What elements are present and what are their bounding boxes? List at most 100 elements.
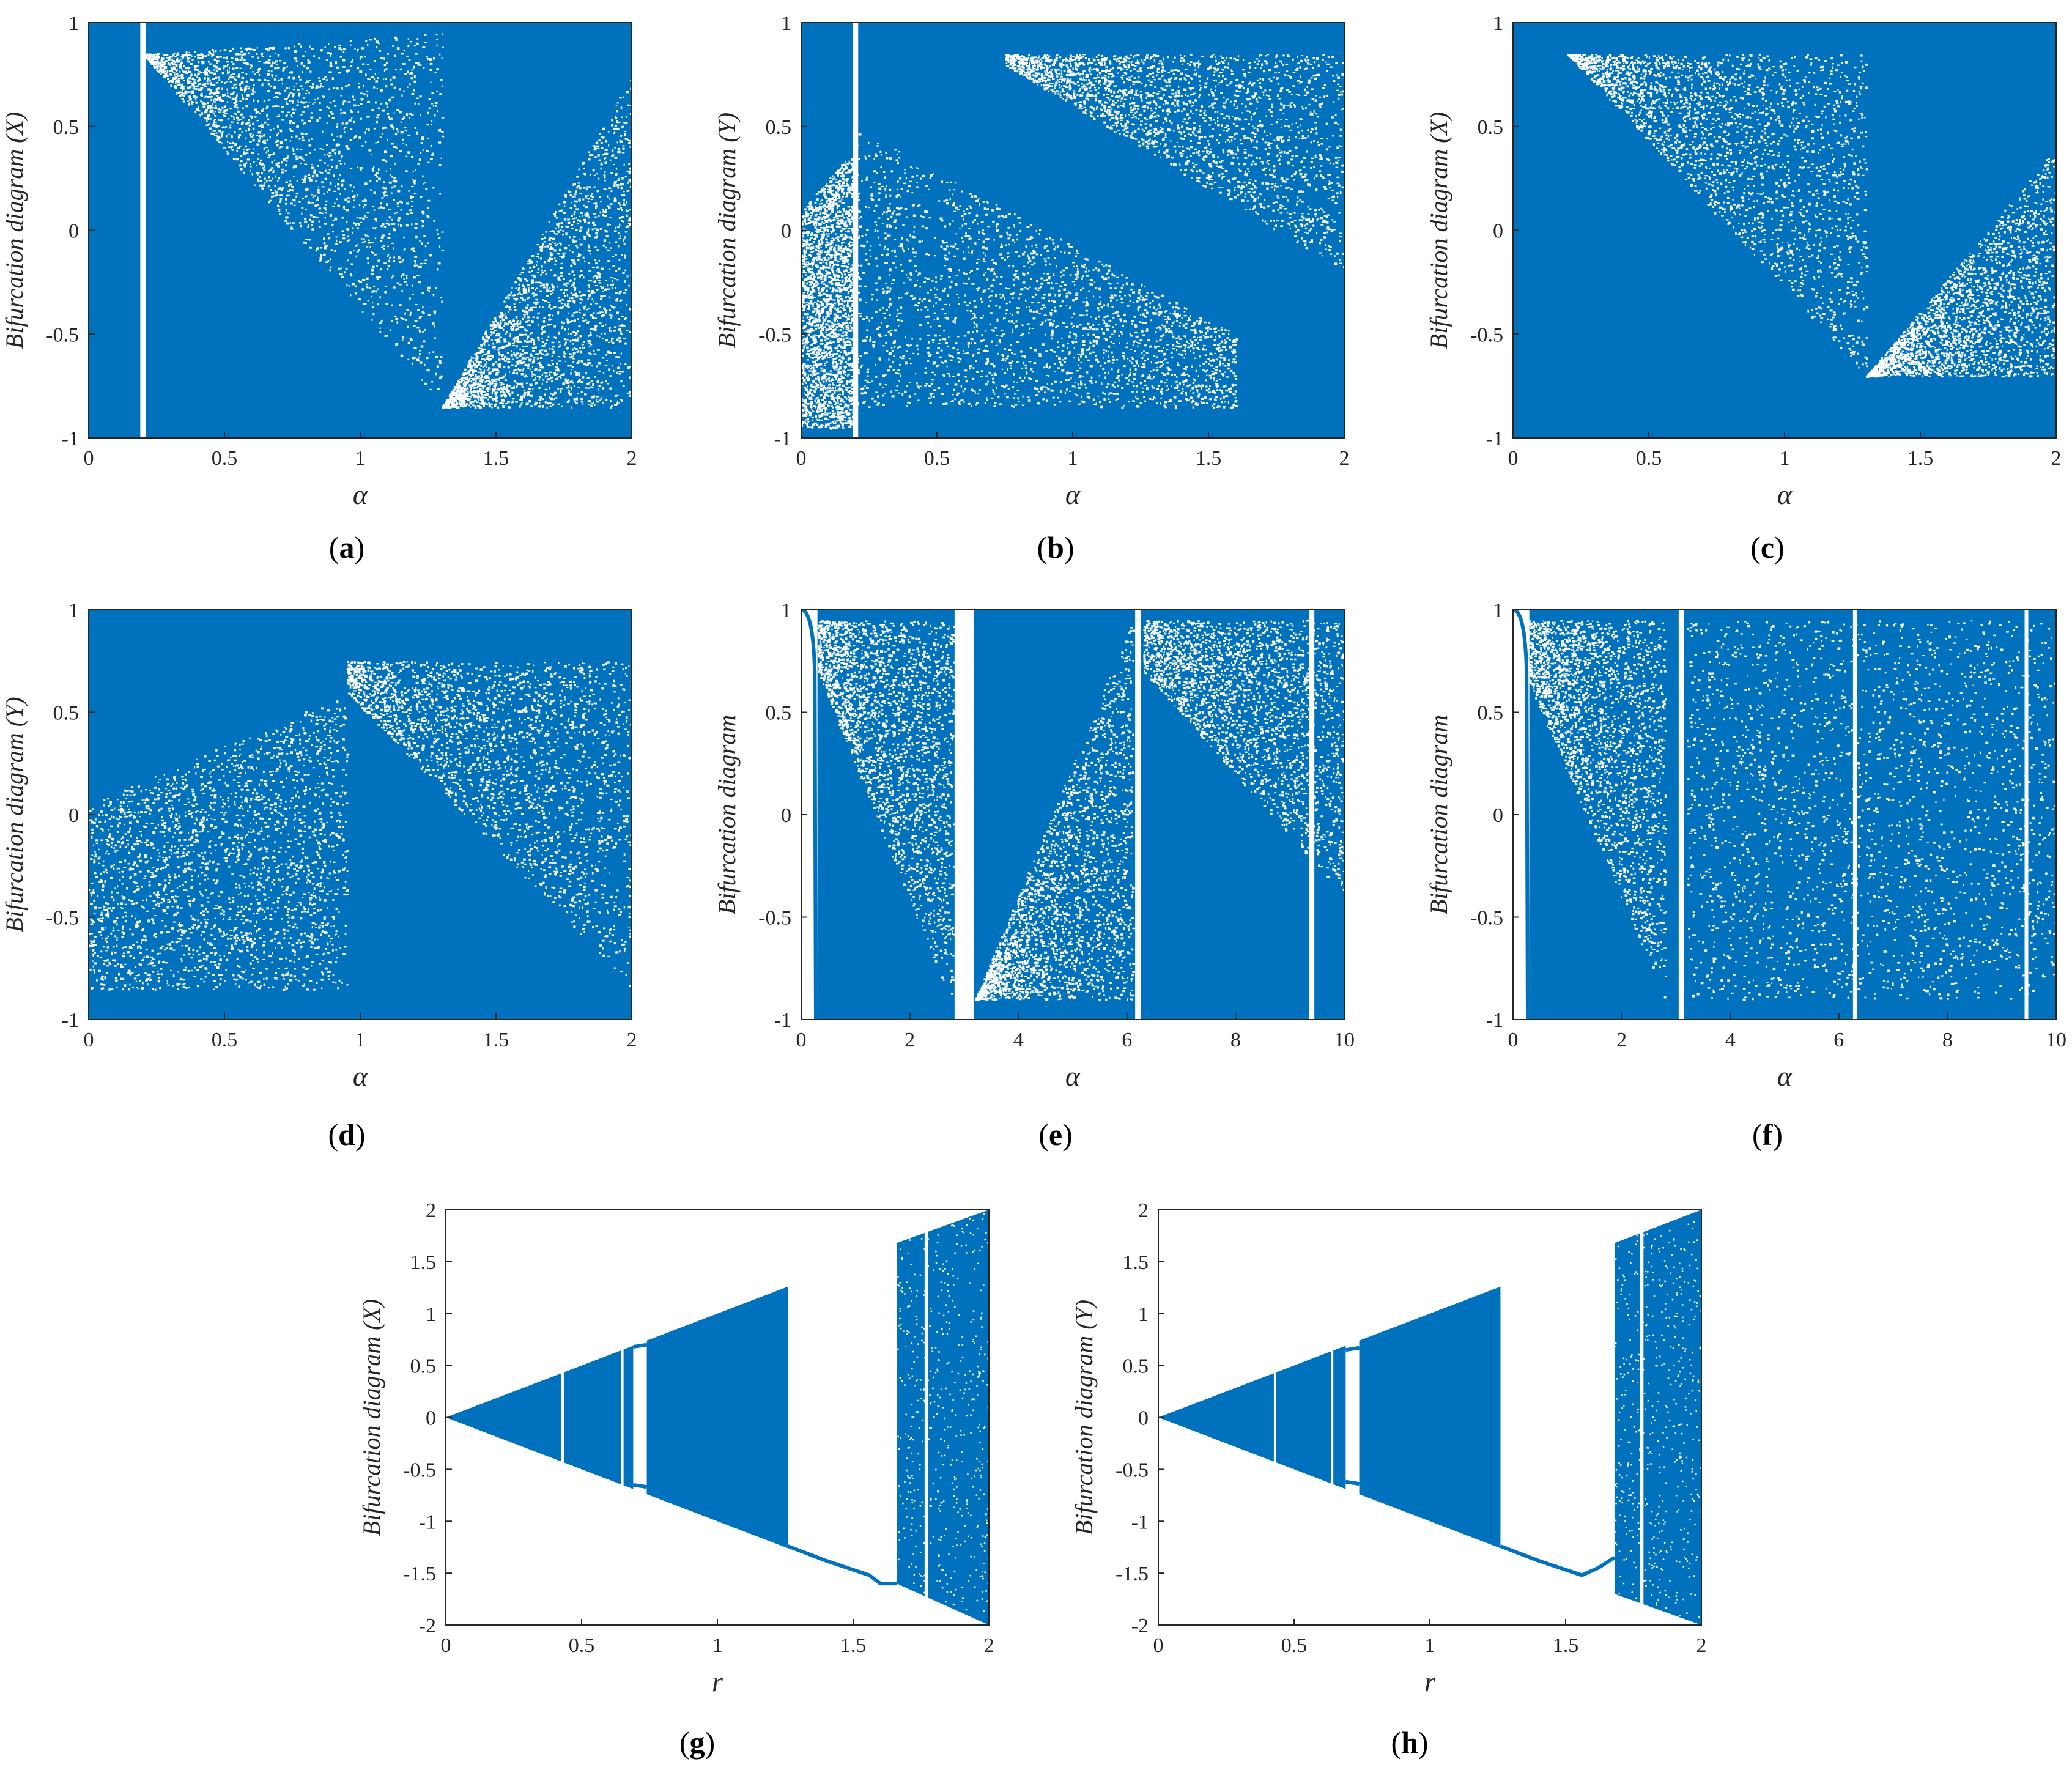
sparse-region-e-0	[817, 620, 956, 995]
y-tick-label: 0.5	[53, 116, 80, 139]
window-branches-h	[1345, 1346, 1360, 1486]
sparse-region-b-2	[856, 133, 1238, 409]
y-tick-label: 0	[68, 220, 79, 243]
x-tick-label: 6	[1122, 1029, 1132, 1051]
y-tick-label: 1	[68, 12, 79, 35]
gap-stripe-f-1	[1852, 610, 1857, 1020]
panel-b: 0 0.5 1 1.5 2 -1 -0.5 0 0.5 1 α Bifurcation diagram…	[713, 12, 1350, 565]
x-axis-label: α	[1777, 479, 1793, 510]
y-tick-label: -0.5	[758, 324, 791, 346]
x-tick-label: 0	[84, 447, 94, 470]
y-tick-label: -1.5	[403, 1563, 436, 1585]
x-tick-label: 0	[796, 1029, 807, 1051]
panel-e: 0 2 4 6 8 10 -1 -0.5 0 0.5 1 α Bifurcation diagram (e…	[713, 599, 1355, 1152]
y-axis-label: Bifurcation diagram (Y)	[1, 697, 28, 932]
y-axis-label: Bifurcation diagram	[1425, 715, 1452, 914]
x-tick-label: 1	[712, 1634, 723, 1657]
plot-area-b	[801, 23, 1344, 438]
sparse-region-c-1	[1866, 158, 2056, 378]
sparse-region-b-1	[1005, 53, 1344, 268]
gap-stripe-b-0	[853, 23, 859, 438]
y-axis-label: Bifurcation diagram (Y)	[713, 113, 741, 348]
y-tick-label: 2	[1138, 1199, 1149, 1222]
y-tick-label: 0	[1493, 220, 1503, 243]
chaotic-band-h	[1158, 1286, 1501, 1549]
y-axis-label: Bifurcation diagram	[713, 715, 741, 914]
plot-area-e	[801, 610, 1344, 1020]
x-tick-label: 0	[796, 447, 807, 470]
y-tick-label: 0	[68, 804, 79, 827]
y-tick-label: 0	[781, 804, 791, 827]
y-tick-label: -0.5	[403, 1459, 436, 1481]
x-tick-label: 0.5	[924, 447, 950, 470]
y-tick-label: -0.5	[1470, 324, 1503, 346]
x-tick-label: 6	[1833, 1029, 1844, 1051]
x-tick-label: 2	[627, 1029, 637, 1051]
x-tick-label: 0.5	[569, 1634, 595, 1657]
x-axis-label: r	[712, 1666, 723, 1697]
y-tick-label: -0.5	[46, 324, 79, 346]
sparse-region-a-0	[143, 33, 445, 391]
gap-stripe-a-0	[140, 23, 146, 438]
x-tick-label: 0	[1508, 1029, 1519, 1051]
y-tick-label: -1	[62, 428, 79, 450]
x-axis-label: α	[1777, 1061, 1793, 1092]
x-tick-label: 0	[1508, 447, 1519, 470]
y-tick-label: 1	[1138, 1303, 1149, 1326]
x-tick-label: 1	[355, 447, 366, 470]
x-axis-label: α	[1065, 1061, 1081, 1092]
y-tick-label: 2	[426, 1199, 436, 1222]
panel-h: 0 0.5 1 1.5 2 -2 -1.5 -1 -0.5 0 0.5 1 1.5 2 r Bifurcati…	[1070, 1199, 1707, 1760]
y-axis-label: Bifurcation diagram (X)	[358, 1299, 385, 1536]
y-tick-label: -0.5	[1116, 1459, 1149, 1481]
sparse-region-c-0	[1567, 53, 1869, 369]
x-tick-label: 0.5	[1636, 447, 1662, 470]
panel-caption-e: (e)	[1038, 1117, 1073, 1152]
y-axis-label: Bifurcation diagram (X)	[1, 112, 28, 349]
initial-branch-e	[801, 610, 818, 1020]
plot-area-h	[1158, 1210, 1701, 1625]
panel-caption-a: (a)	[329, 530, 364, 565]
plot-area-g	[446, 1210, 989, 1625]
y-tick-label: -1	[1486, 1009, 1503, 1032]
second-band-h	[1614, 1210, 1701, 1625]
y-tick-label: 1	[781, 599, 791, 622]
x-axis-label: α	[353, 1061, 368, 1092]
y-tick-label: 0.5	[766, 702, 792, 725]
x-tick-label: 10	[1334, 1029, 1355, 1051]
y-tick-label: -1	[774, 428, 791, 450]
y-tick-label: 1.5	[1123, 1251, 1149, 1274]
sparse-region-e-1	[975, 627, 1136, 1002]
y-tick-label: 0.5	[1478, 116, 1504, 139]
y-tick-label: -0.5	[758, 907, 791, 930]
initial-branch-f	[1513, 610, 1530, 1020]
panel-caption-b: (b)	[1037, 530, 1074, 565]
x-axis-label: r	[1424, 1666, 1436, 1697]
specks-h	[1615, 1221, 1701, 1624]
x-tick-label: 1	[1068, 447, 1078, 470]
x-tick-label: 1.5	[1907, 447, 1934, 470]
window-h	[1345, 1335, 1360, 1500]
y-tick-label: 0	[1138, 1407, 1149, 1430]
panel-a: 0 0.5 1 1.5 2 -1 -0.5 0 0.5 1 α Bifurcation diagram…	[1, 12, 637, 565]
x-tick-label: 4	[1725, 1029, 1736, 1051]
window-g	[633, 1335, 647, 1500]
y-tick-label: -0.5	[46, 907, 79, 930]
chaotic-band-g	[446, 1286, 788, 1549]
panel-caption-d: (d)	[328, 1117, 365, 1152]
y-tick-label: -1	[62, 1009, 79, 1032]
y-tick-label: 0	[1493, 804, 1503, 827]
x-tick-label: 2	[905, 1029, 915, 1051]
x-tick-label: 1.5	[483, 1029, 509, 1051]
x-axis-label: α	[353, 479, 368, 510]
x-tick-label: 8	[1942, 1029, 1953, 1051]
y-tick-label: -1	[774, 1009, 791, 1032]
y-tick-label: -1	[1131, 1511, 1149, 1533]
panel-caption-c: (c)	[1750, 530, 1785, 565]
panel-caption-g: (g)	[679, 1725, 715, 1760]
sparse-region-a-1	[442, 80, 632, 409]
plot-area-a	[89, 23, 632, 438]
dense-band-b	[801, 23, 1344, 438]
x-tick-label: 0	[1153, 1634, 1164, 1657]
